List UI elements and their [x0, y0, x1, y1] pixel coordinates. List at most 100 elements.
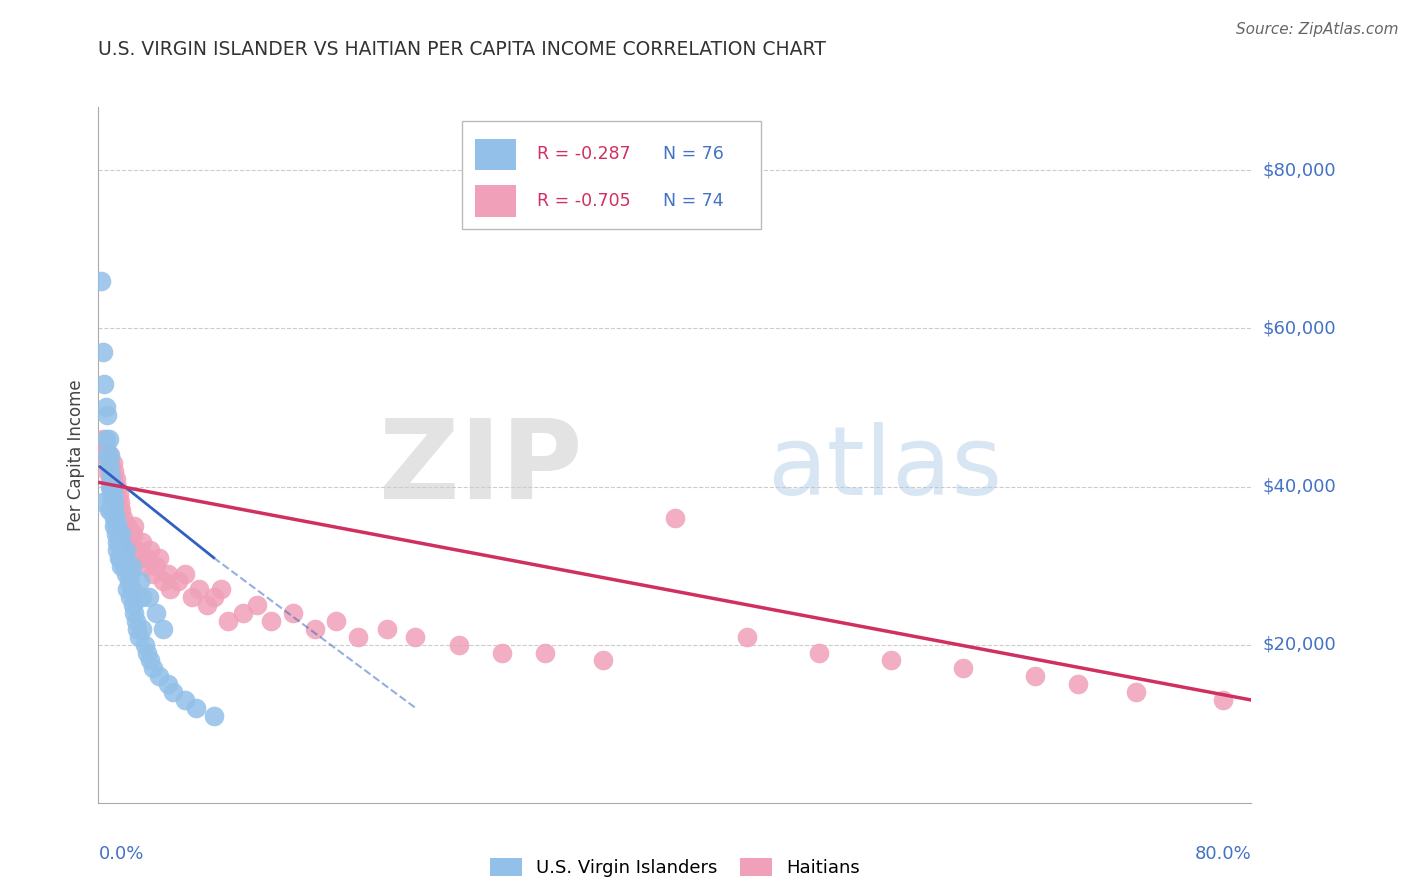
Point: [117, 582, 138, 597]
Point: [97, 432, 120, 446]
FancyBboxPatch shape: [475, 186, 516, 217]
Point: [136, 646, 159, 660]
Text: 80.0%: 80.0%: [1195, 845, 1251, 863]
Point: [91, 495, 114, 509]
Point: [156, 566, 179, 581]
Point: [405, 630, 427, 644]
Point: [101, 487, 124, 501]
Point: [375, 622, 398, 636]
Point: [105, 495, 128, 509]
Point: [120, 591, 142, 605]
Point: [103, 519, 125, 533]
Point: [93, 376, 115, 391]
Point: [103, 495, 125, 509]
Point: [117, 519, 138, 533]
Point: [281, 606, 304, 620]
Point: [664, 511, 686, 525]
Point: [1067, 677, 1090, 691]
Text: $60,000: $60,000: [1263, 319, 1336, 337]
Point: [112, 550, 135, 565]
Point: [202, 591, 225, 605]
FancyBboxPatch shape: [475, 138, 516, 170]
Point: [231, 606, 254, 620]
Point: [107, 550, 129, 565]
Point: [104, 519, 127, 533]
Point: [105, 519, 128, 533]
Point: [105, 479, 128, 493]
Point: [104, 519, 127, 533]
Point: [880, 653, 903, 667]
Text: N = 76: N = 76: [664, 145, 724, 163]
Point: [1125, 685, 1147, 699]
Point: [159, 582, 181, 597]
Point: [112, 558, 135, 573]
Point: [97, 448, 120, 462]
Point: [107, 503, 129, 517]
Point: [110, 527, 132, 541]
Point: [136, 550, 159, 565]
Point: [111, 550, 134, 565]
Point: [325, 614, 347, 628]
Point: [181, 591, 204, 605]
Point: [114, 527, 136, 541]
Point: [122, 598, 145, 612]
Point: [127, 622, 149, 636]
Point: [166, 574, 188, 589]
Point: [138, 591, 160, 605]
Text: $40,000: $40,000: [1263, 477, 1336, 496]
Point: [108, 535, 131, 549]
Point: [111, 511, 134, 525]
Point: [1212, 693, 1234, 707]
Point: [97, 456, 120, 470]
Point: [108, 511, 131, 525]
Point: [952, 661, 974, 675]
Text: R = -0.287: R = -0.287: [537, 145, 630, 163]
Text: U.S. VIRGIN ISLANDER VS HAITIAN PER CAPITA INCOME CORRELATION CHART: U.S. VIRGIN ISLANDER VS HAITIAN PER CAPI…: [98, 40, 827, 59]
Text: R = -0.705: R = -0.705: [537, 192, 630, 210]
Text: N = 74: N = 74: [664, 192, 724, 210]
Point: [110, 558, 132, 573]
Text: $20,000: $20,000: [1263, 636, 1336, 654]
Point: [139, 542, 162, 557]
Point: [447, 638, 470, 652]
Point: [101, 495, 124, 509]
Point: [98, 472, 121, 486]
Point: [202, 708, 225, 723]
Point: [121, 582, 143, 597]
Point: [94, 401, 117, 415]
Point: [134, 638, 156, 652]
Point: [148, 669, 170, 683]
Text: ZIP: ZIP: [380, 416, 582, 523]
FancyBboxPatch shape: [461, 121, 762, 229]
Point: [98, 464, 121, 478]
Point: [96, 448, 118, 462]
Point: [117, 558, 138, 573]
Point: [346, 630, 368, 644]
Point: [125, 614, 148, 628]
Point: [110, 542, 132, 557]
Point: [142, 661, 165, 675]
Point: [134, 558, 156, 573]
Point: [195, 598, 218, 612]
Legend: U.S. Virgin Islanders, Haitians: U.S. Virgin Islanders, Haitians: [489, 858, 860, 877]
Point: [104, 527, 127, 541]
Point: [217, 614, 239, 628]
Point: [107, 527, 129, 541]
Point: [98, 479, 121, 493]
Point: [100, 503, 122, 517]
Point: [807, 646, 830, 660]
Point: [145, 558, 167, 573]
Point: [120, 535, 142, 549]
Point: [110, 519, 132, 533]
Point: [100, 472, 122, 486]
Point: [96, 409, 118, 423]
Point: [112, 519, 135, 533]
Point: [114, 542, 136, 557]
Point: [91, 345, 114, 359]
Point: [108, 495, 131, 509]
Point: [142, 566, 165, 581]
Point: [98, 456, 121, 470]
Point: [101, 456, 124, 470]
Point: [124, 606, 146, 620]
Point: [105, 519, 128, 533]
